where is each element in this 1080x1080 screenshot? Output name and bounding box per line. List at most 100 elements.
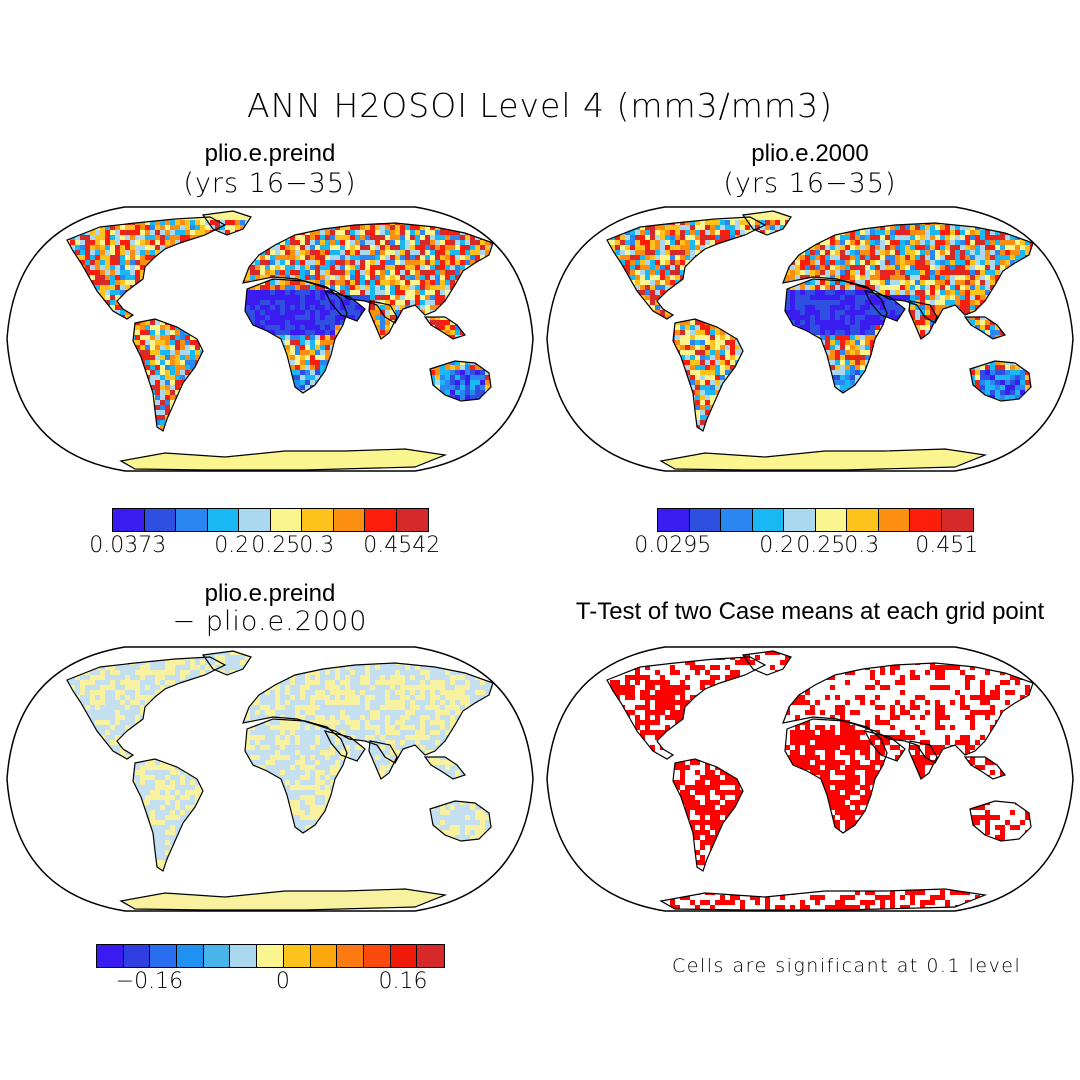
coastline-seasia [963, 756, 1007, 780]
colorbar-swatch [310, 945, 338, 967]
colorbar-tick-label: 0.3 [844, 533, 880, 558]
colorbar-swatch [302, 509, 334, 531]
coastline-eurasia [242, 222, 494, 324]
colorbar-swatch [910, 509, 942, 531]
colorbar-tick-label: 0.4542 [363, 533, 441, 558]
coastline-northAmerica [606, 656, 767, 760]
map-frame [6, 206, 534, 472]
coastline-southAmerica [132, 758, 204, 872]
coastline-greenland [201, 650, 252, 676]
map-frame [546, 206, 1074, 472]
panel-subtitle-diff: − plio.e.2000 [172, 606, 368, 637]
colorbar-difference [96, 944, 445, 968]
coastline-greenland [201, 210, 252, 236]
colorbar-swatch [230, 945, 258, 967]
coastline-outlines [606, 210, 1034, 471]
figure-title: ANN H2OSOI Level 4 (mm3/mm3) [247, 86, 833, 125]
coastline-southAmerica [672, 758, 744, 872]
colorbar-swatch [396, 509, 428, 531]
colorbar-swatch [270, 509, 302, 531]
panel-title-preind: plio.e.preind [204, 140, 336, 167]
colorbar-swatch [365, 509, 397, 531]
panel-subtitle-preind: (yrs 16−35) [183, 168, 357, 199]
colorbar-tick-label: 0.25 [251, 533, 301, 558]
colorbar-swatch [177, 945, 204, 967]
colorbar-tick-label: 0.0373 [89, 533, 167, 558]
colorbar-swatch [721, 509, 753, 531]
colorbar-swatch [689, 509, 721, 531]
colorbar-swatch [847, 509, 879, 531]
coastline-arabia [863, 290, 906, 322]
coastline-antarctica [659, 888, 988, 911]
coastline-arabia [323, 290, 366, 322]
colorbar-tick-label: 0.2 [214, 533, 250, 558]
colorbar-swatch [203, 945, 231, 967]
coastline-southAmerica [132, 318, 204, 432]
significance-note: Cells are significant at 0.1 level [672, 955, 1022, 977]
coastline-outlines [66, 650, 494, 911]
coastline-arabia [323, 730, 366, 762]
coastline-australia [429, 360, 492, 402]
colorbar-2000 [657, 508, 974, 532]
colorbar-tick-label: 0.16 [378, 969, 428, 994]
coastline-eurasia [782, 662, 1034, 764]
colorbar-swatch [97, 945, 124, 967]
coastline-india [908, 300, 938, 340]
colorbar-swatch [113, 509, 145, 531]
colorbar-tick-label: 0.25 [796, 533, 846, 558]
coastline-southAmerica [672, 318, 744, 432]
colorbar-swatch [283, 945, 311, 967]
panel-title-diff: plio.e.preind [204, 580, 336, 607]
coastline-seasia [963, 316, 1007, 340]
panel-title-2000: plio.e.2000 [751, 140, 869, 167]
colorbar-swatch [363, 945, 391, 967]
coastline-northAmerica [66, 656, 227, 760]
colorbar-tick-label: 0.451 [915, 533, 979, 558]
colorbar-swatch [239, 509, 271, 531]
colorbar-swatch [176, 509, 208, 531]
coastline-eurasia [242, 662, 494, 764]
colorbar-preind [112, 508, 429, 532]
map-ttest [546, 646, 1074, 912]
coastline-greenland [741, 650, 792, 676]
coastline-northAmerica [606, 216, 767, 320]
colorbar-swatch [417, 945, 444, 967]
colorbar-swatch [752, 509, 784, 531]
coastline-antarctica [119, 448, 448, 471]
colorbar-swatch [784, 509, 816, 531]
map-2000 [546, 206, 1074, 472]
map-frame [546, 646, 1074, 912]
coastline-australia [429, 800, 492, 842]
panel-title-ttest: T-Test of two Case means at each grid po… [575, 598, 1045, 625]
colorbar-swatch [144, 509, 176, 531]
colorbar-swatch [257, 945, 284, 967]
coastline-india [368, 300, 398, 340]
panel-subtitle-2000: (yrs 16−35) [723, 168, 897, 199]
coastline-antarctica [119, 888, 448, 911]
coastline-greenland [741, 210, 792, 236]
colorbar-swatch [941, 509, 973, 531]
coastline-outlines [66, 210, 494, 471]
coastline-seasia [423, 316, 467, 340]
colorbar-swatch [207, 509, 239, 531]
colorbar-swatch [878, 509, 910, 531]
map-difference [6, 646, 534, 912]
coastline-eurasia [782, 222, 1034, 324]
coastline-india [368, 740, 398, 780]
coastline-antarctica [659, 448, 988, 471]
coastline-australia [969, 800, 1032, 842]
map-frame [6, 646, 534, 912]
coastline-northAmerica [66, 216, 227, 320]
colorbar-swatch [815, 509, 847, 531]
colorbar-swatch [337, 945, 364, 967]
colorbar-swatch [333, 509, 365, 531]
colorbar-tick-label: 0.2 [759, 533, 795, 558]
colorbar-swatch [390, 945, 418, 967]
colorbar-swatch [123, 945, 151, 967]
colorbar-tick-label: 0 [275, 969, 290, 994]
colorbar-tick-label: 0.3 [299, 533, 335, 558]
coastline-australia [969, 360, 1032, 402]
coastline-arabia [863, 730, 906, 762]
colorbar-tick-label: 0.0295 [634, 533, 712, 558]
colorbar-swatch [658, 509, 690, 531]
